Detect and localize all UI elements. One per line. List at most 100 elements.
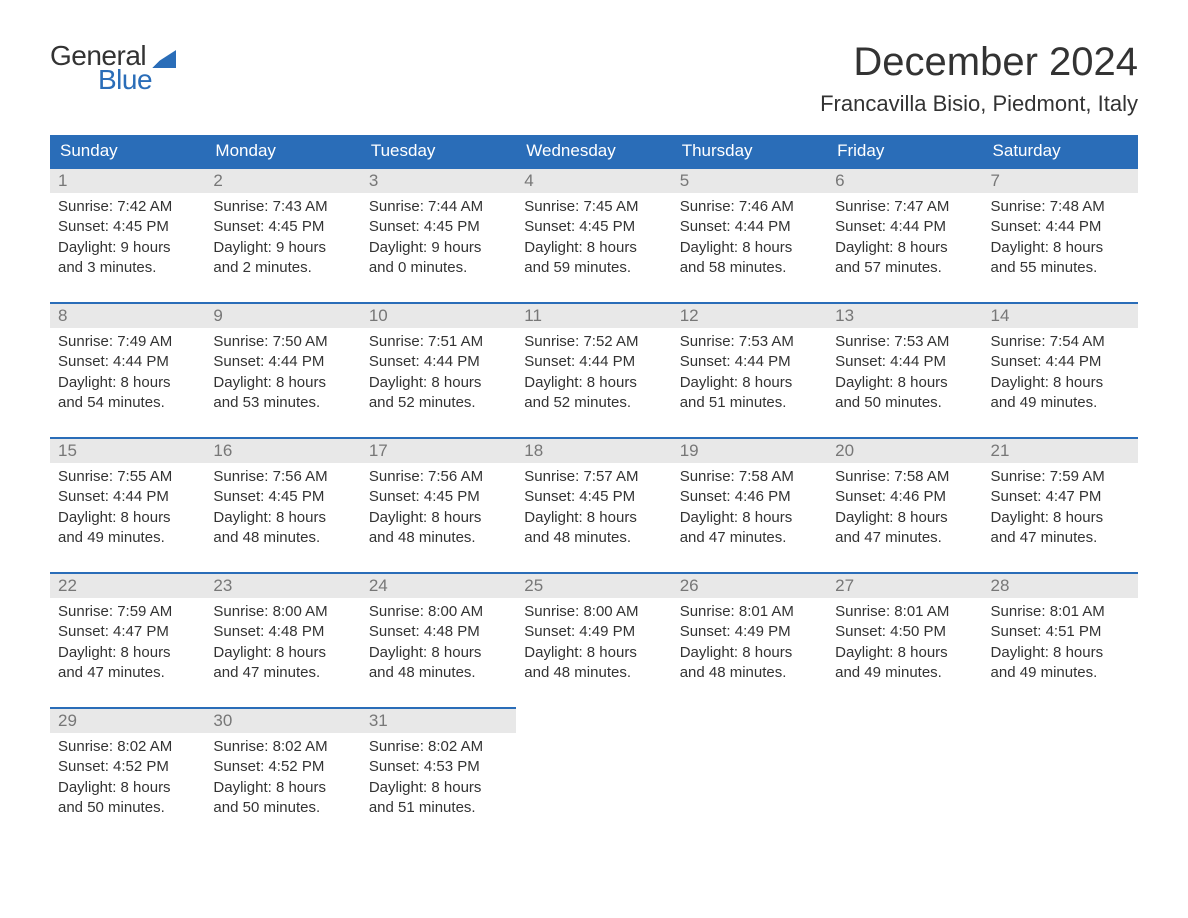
sunrise-text: Sunrise: 7:46 AM (680, 197, 819, 217)
col-wednesday: Wednesday (516, 135, 671, 168)
daylight-line1: Daylight: 8 hours (680, 508, 819, 528)
day-number-cell: 29 (50, 708, 205, 733)
daylight-line2: and 49 minutes. (835, 663, 974, 683)
day-number-cell: 9 (205, 303, 360, 328)
daylight-line1: Daylight: 8 hours (991, 508, 1130, 528)
day-detail-cell: Sunrise: 7:55 AMSunset: 4:44 PMDaylight:… (50, 463, 205, 573)
sunset-text: Sunset: 4:51 PM (991, 622, 1130, 642)
daylight-line1: Daylight: 8 hours (835, 238, 974, 258)
day-number-cell (516, 708, 671, 733)
page-title: December 2024 (820, 40, 1138, 85)
day-detail-cell: Sunrise: 7:53 AMSunset: 4:44 PMDaylight:… (672, 328, 827, 438)
sunrise-text: Sunrise: 7:43 AM (213, 197, 352, 217)
daylight-line2: and 47 minutes. (213, 663, 352, 683)
daylight-line1: Daylight: 8 hours (680, 238, 819, 258)
sunset-text: Sunset: 4:44 PM (524, 352, 663, 372)
day-number-cell: 17 (361, 438, 516, 463)
sunrise-text: Sunrise: 7:57 AM (524, 467, 663, 487)
day-number-cell: 21 (983, 438, 1138, 463)
daylight-line1: Daylight: 8 hours (680, 643, 819, 663)
daylight-line2: and 3 minutes. (58, 258, 197, 278)
day-number-cell: 15 (50, 438, 205, 463)
day-detail-cell: Sunrise: 7:47 AMSunset: 4:44 PMDaylight:… (827, 193, 982, 303)
daylight-line1: Daylight: 8 hours (524, 373, 663, 393)
daylight-line2: and 49 minutes. (991, 393, 1130, 413)
daylight-line2: and 50 minutes. (835, 393, 974, 413)
day-number-cell: 30 (205, 708, 360, 733)
daylight-line2: and 48 minutes. (369, 663, 508, 683)
daylight-line2: and 48 minutes. (680, 663, 819, 683)
detail-row: Sunrise: 7:55 AMSunset: 4:44 PMDaylight:… (50, 463, 1138, 573)
daylight-line1: Daylight: 8 hours (524, 508, 663, 528)
sunset-text: Sunset: 4:45 PM (213, 487, 352, 507)
detail-row: Sunrise: 7:59 AMSunset: 4:47 PMDaylight:… (50, 598, 1138, 708)
daylight-line2: and 51 minutes. (369, 798, 508, 818)
day-number-cell: 12 (672, 303, 827, 328)
day-detail-cell: Sunrise: 8:00 AMSunset: 4:48 PMDaylight:… (205, 598, 360, 708)
logo-text-bottom: Blue (98, 64, 176, 96)
sunrise-text: Sunrise: 7:56 AM (213, 467, 352, 487)
day-detail-cell: Sunrise: 8:01 AMSunset: 4:49 PMDaylight:… (672, 598, 827, 708)
day-detail-cell: Sunrise: 7:57 AMSunset: 4:45 PMDaylight:… (516, 463, 671, 573)
daylight-line2: and 53 minutes. (213, 393, 352, 413)
title-block: December 2024 Francavilla Bisio, Piedmon… (820, 40, 1138, 117)
sunset-text: Sunset: 4:44 PM (213, 352, 352, 372)
sunrise-text: Sunrise: 7:59 AM (58, 602, 197, 622)
daynum-row: 1234567 (50, 168, 1138, 193)
daynum-row: 891011121314 (50, 303, 1138, 328)
day-number-cell: 18 (516, 438, 671, 463)
day-number-cell: 28 (983, 573, 1138, 598)
sunset-text: Sunset: 4:44 PM (58, 352, 197, 372)
sunset-text: Sunset: 4:50 PM (835, 622, 974, 642)
day-number-cell: 22 (50, 573, 205, 598)
day-detail-cell: Sunrise: 7:46 AMSunset: 4:44 PMDaylight:… (672, 193, 827, 303)
day-detail-cell: Sunrise: 7:56 AMSunset: 4:45 PMDaylight:… (205, 463, 360, 573)
sunset-text: Sunset: 4:45 PM (58, 217, 197, 237)
daylight-line1: Daylight: 8 hours (58, 778, 197, 798)
daylight-line1: Daylight: 8 hours (835, 373, 974, 393)
sunset-text: Sunset: 4:44 PM (680, 352, 819, 372)
daylight-line2: and 51 minutes. (680, 393, 819, 413)
detail-row: Sunrise: 7:42 AMSunset: 4:45 PMDaylight:… (50, 193, 1138, 303)
day-number-cell: 6 (827, 168, 982, 193)
sunrise-text: Sunrise: 7:49 AM (58, 332, 197, 352)
daylight-line1: Daylight: 9 hours (369, 238, 508, 258)
sunrise-text: Sunrise: 7:58 AM (680, 467, 819, 487)
location-subtitle: Francavilla Bisio, Piedmont, Italy (820, 91, 1138, 117)
sunset-text: Sunset: 4:44 PM (835, 217, 974, 237)
sunrise-text: Sunrise: 7:48 AM (991, 197, 1130, 217)
sunrise-text: Sunrise: 7:45 AM (524, 197, 663, 217)
day-number-cell: 11 (516, 303, 671, 328)
day-detail-cell: Sunrise: 7:58 AMSunset: 4:46 PMDaylight:… (672, 463, 827, 573)
day-detail-cell: Sunrise: 7:51 AMSunset: 4:44 PMDaylight:… (361, 328, 516, 438)
detail-row: Sunrise: 8:02 AMSunset: 4:52 PMDaylight:… (50, 733, 1138, 826)
day-number-cell: 13 (827, 303, 982, 328)
daylight-line2: and 57 minutes. (835, 258, 974, 278)
daylight-line2: and 58 minutes. (680, 258, 819, 278)
sunrise-text: Sunrise: 7:58 AM (835, 467, 974, 487)
daylight-line1: Daylight: 8 hours (680, 373, 819, 393)
day-detail-cell (672, 733, 827, 826)
sunrise-text: Sunrise: 7:50 AM (213, 332, 352, 352)
day-number-cell: 23 (205, 573, 360, 598)
sunset-text: Sunset: 4:45 PM (524, 487, 663, 507)
day-detail-cell: Sunrise: 7:43 AMSunset: 4:45 PMDaylight:… (205, 193, 360, 303)
day-detail-cell: Sunrise: 7:58 AMSunset: 4:46 PMDaylight:… (827, 463, 982, 573)
logo-triangle-icon (148, 50, 176, 68)
sunset-text: Sunset: 4:46 PM (680, 487, 819, 507)
sunrise-text: Sunrise: 7:54 AM (991, 332, 1130, 352)
sunrise-text: Sunrise: 7:44 AM (369, 197, 508, 217)
daylight-line2: and 2 minutes. (213, 258, 352, 278)
day-number-cell: 4 (516, 168, 671, 193)
day-detail-cell: Sunrise: 7:56 AMSunset: 4:45 PMDaylight:… (361, 463, 516, 573)
sunset-text: Sunset: 4:44 PM (835, 352, 974, 372)
daylight-line2: and 50 minutes. (213, 798, 352, 818)
daylight-line1: Daylight: 8 hours (58, 643, 197, 663)
sunrise-text: Sunrise: 7:51 AM (369, 332, 508, 352)
sunset-text: Sunset: 4:44 PM (991, 217, 1130, 237)
daylight-line1: Daylight: 9 hours (213, 238, 352, 258)
sunrise-text: Sunrise: 8:02 AM (58, 737, 197, 757)
sunset-text: Sunset: 4:49 PM (524, 622, 663, 642)
sunset-text: Sunset: 4:52 PM (58, 757, 197, 777)
day-number-cell: 8 (50, 303, 205, 328)
